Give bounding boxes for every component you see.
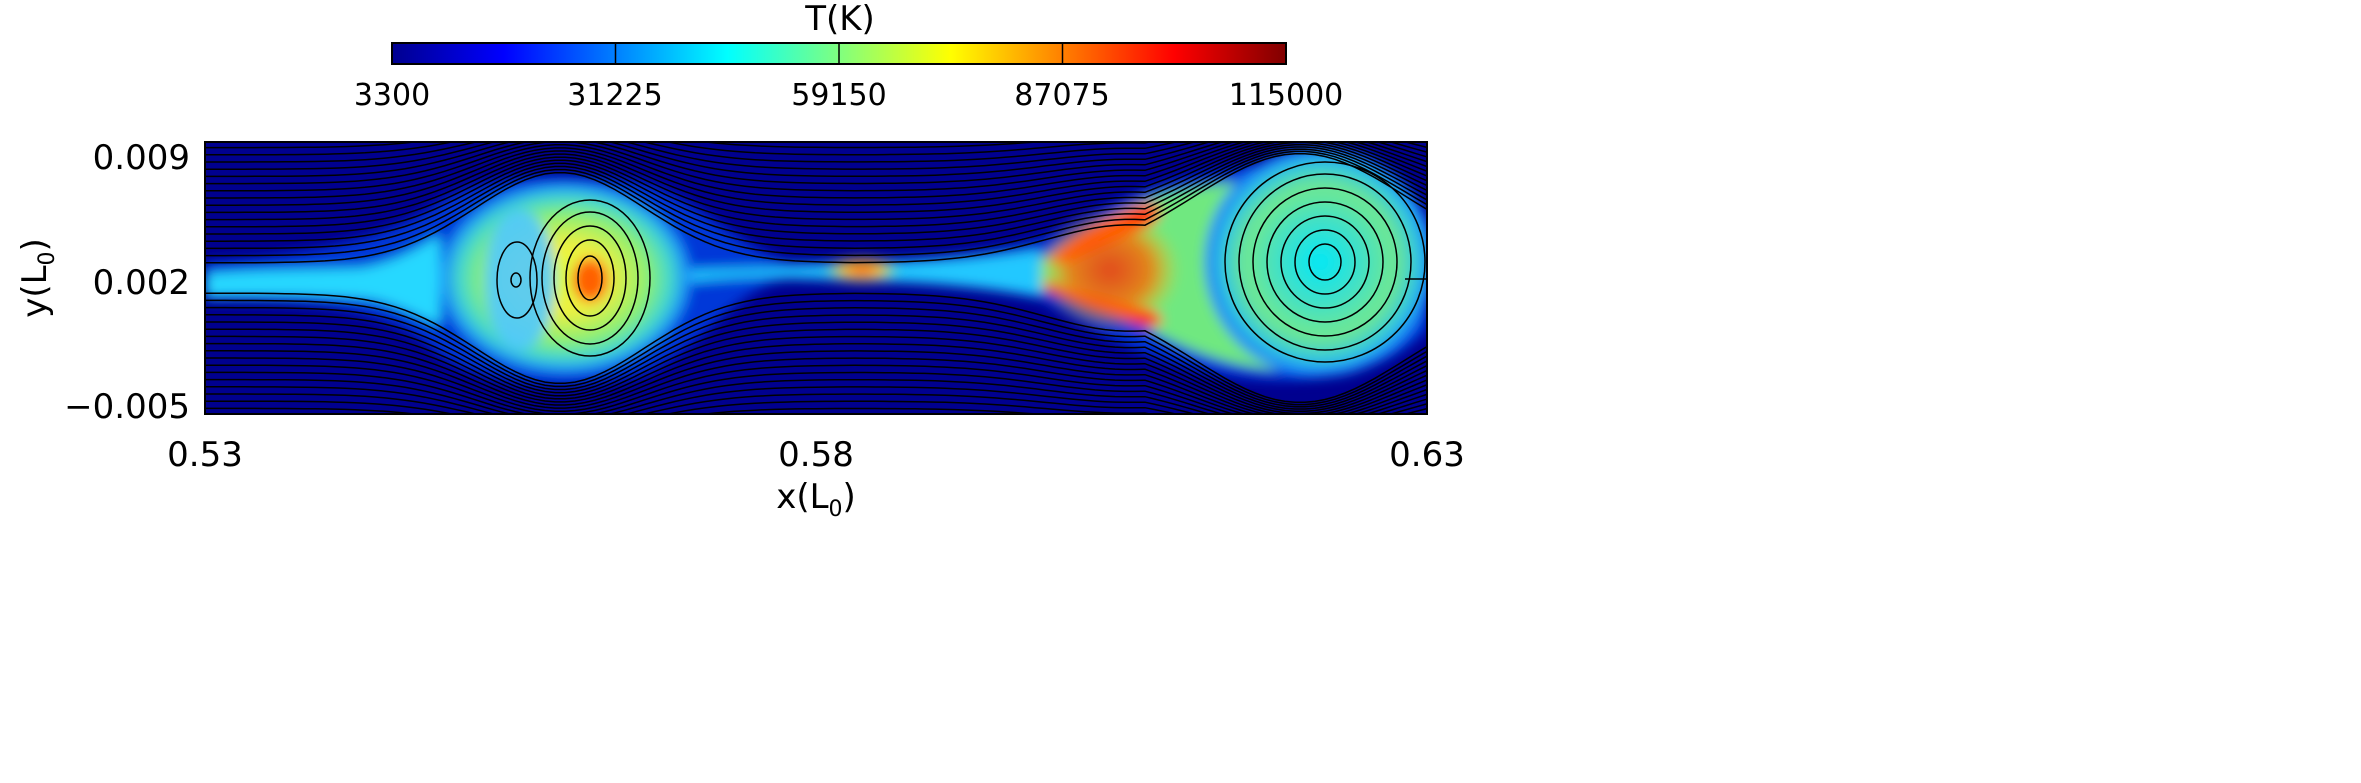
field-line bbox=[205, 142, 1427, 221]
field-line bbox=[205, 400, 1155, 414]
field-line bbox=[205, 142, 1427, 214]
x-axis: 0.53 0.58 0.63 x(L0) bbox=[167, 435, 1465, 522]
field-line bbox=[205, 142, 1427, 178]
field-loop bbox=[1280, 215, 1370, 309]
field-line bbox=[205, 143, 1427, 235]
y-tick-label: −0.005 bbox=[64, 387, 190, 427]
colorbar-ticks bbox=[391, 43, 1287, 64]
field-loop bbox=[553, 225, 627, 331]
field-line bbox=[205, 371, 1427, 414]
field-line bbox=[205, 314, 1427, 410]
field-line bbox=[205, 142, 1155, 156]
shock-glow bbox=[1040, 210, 1180, 330]
colorbar-title: T(K) bbox=[804, 0, 875, 39]
left-plasmoid bbox=[440, 183, 690, 373]
y-tick-label: 0.009 bbox=[93, 138, 190, 178]
field-line bbox=[205, 328, 1427, 414]
central-blob bbox=[822, 256, 902, 284]
colorbar-tick-label: 59150 bbox=[791, 78, 886, 113]
field-line bbox=[205, 142, 1427, 192]
field-line bbox=[205, 335, 1427, 414]
y-axis: 0.009 0.002 −0.005 y(L0) bbox=[15, 138, 190, 427]
x-tick-label: 0.63 bbox=[1389, 435, 1465, 475]
y-axis-label: y(L0) bbox=[15, 238, 60, 318]
plot-frame bbox=[204, 141, 1428, 415]
field-line bbox=[205, 378, 1427, 414]
field-line bbox=[205, 152, 1427, 264]
field-loop bbox=[1252, 187, 1398, 337]
heatmap-area bbox=[195, 113, 1435, 414]
field-line bbox=[205, 148, 1427, 250]
field-loop bbox=[1308, 243, 1342, 281]
x-tick-label: 0.58 bbox=[778, 435, 854, 475]
field-line bbox=[205, 292, 1427, 404]
field-loop bbox=[1238, 173, 1412, 351]
magnetic-field-lines bbox=[195, 113, 1435, 414]
field-line bbox=[205, 142, 1427, 170]
field-line bbox=[205, 364, 1427, 414]
y-tick-label: 0.002 bbox=[93, 263, 190, 303]
field-loop bbox=[510, 272, 522, 288]
field-loop bbox=[541, 211, 639, 345]
x-axis-label: x(L0) bbox=[776, 477, 856, 522]
colorbar-tick-label: 3300 bbox=[354, 78, 430, 113]
field-line bbox=[205, 142, 1427, 206]
field-line bbox=[205, 150, 1427, 257]
field-line bbox=[205, 142, 1427, 163]
field-line bbox=[205, 350, 1427, 414]
colorbar: T(K) 3300 31225 59150 87075 115000 bbox=[354, 0, 1343, 113]
field-loop bbox=[529, 199, 651, 357]
colorbar-tick-label: 31225 bbox=[567, 78, 662, 113]
field-line bbox=[195, 116, 1435, 141]
field-line bbox=[205, 142, 1427, 185]
field-loop bbox=[1294, 229, 1356, 295]
field-line bbox=[205, 299, 1427, 406]
field-loop bbox=[496, 241, 538, 319]
field-line bbox=[205, 142, 1046, 149]
field-loop bbox=[565, 239, 615, 317]
field-line bbox=[205, 146, 1427, 242]
left-current-sheet bbox=[205, 235, 440, 325]
field-loop bbox=[1224, 161, 1426, 363]
field-line bbox=[205, 142, 1427, 228]
colorbar-tick-label: 87075 bbox=[1014, 78, 1109, 113]
field-line bbox=[205, 357, 1427, 414]
field-line bbox=[205, 342, 1427, 414]
field-line bbox=[205, 306, 1427, 408]
colorbar-tick-label: 115000 bbox=[1229, 78, 1344, 113]
field-loop bbox=[577, 255, 603, 301]
field-line bbox=[205, 407, 1046, 414]
field-line bbox=[195, 113, 1435, 133]
field-loop bbox=[1266, 201, 1384, 323]
field-line bbox=[205, 321, 1427, 413]
x-tick-label: 0.53 bbox=[167, 435, 243, 475]
field-line bbox=[205, 393, 1427, 414]
field-line bbox=[205, 142, 1427, 199]
field-line bbox=[205, 386, 1427, 414]
